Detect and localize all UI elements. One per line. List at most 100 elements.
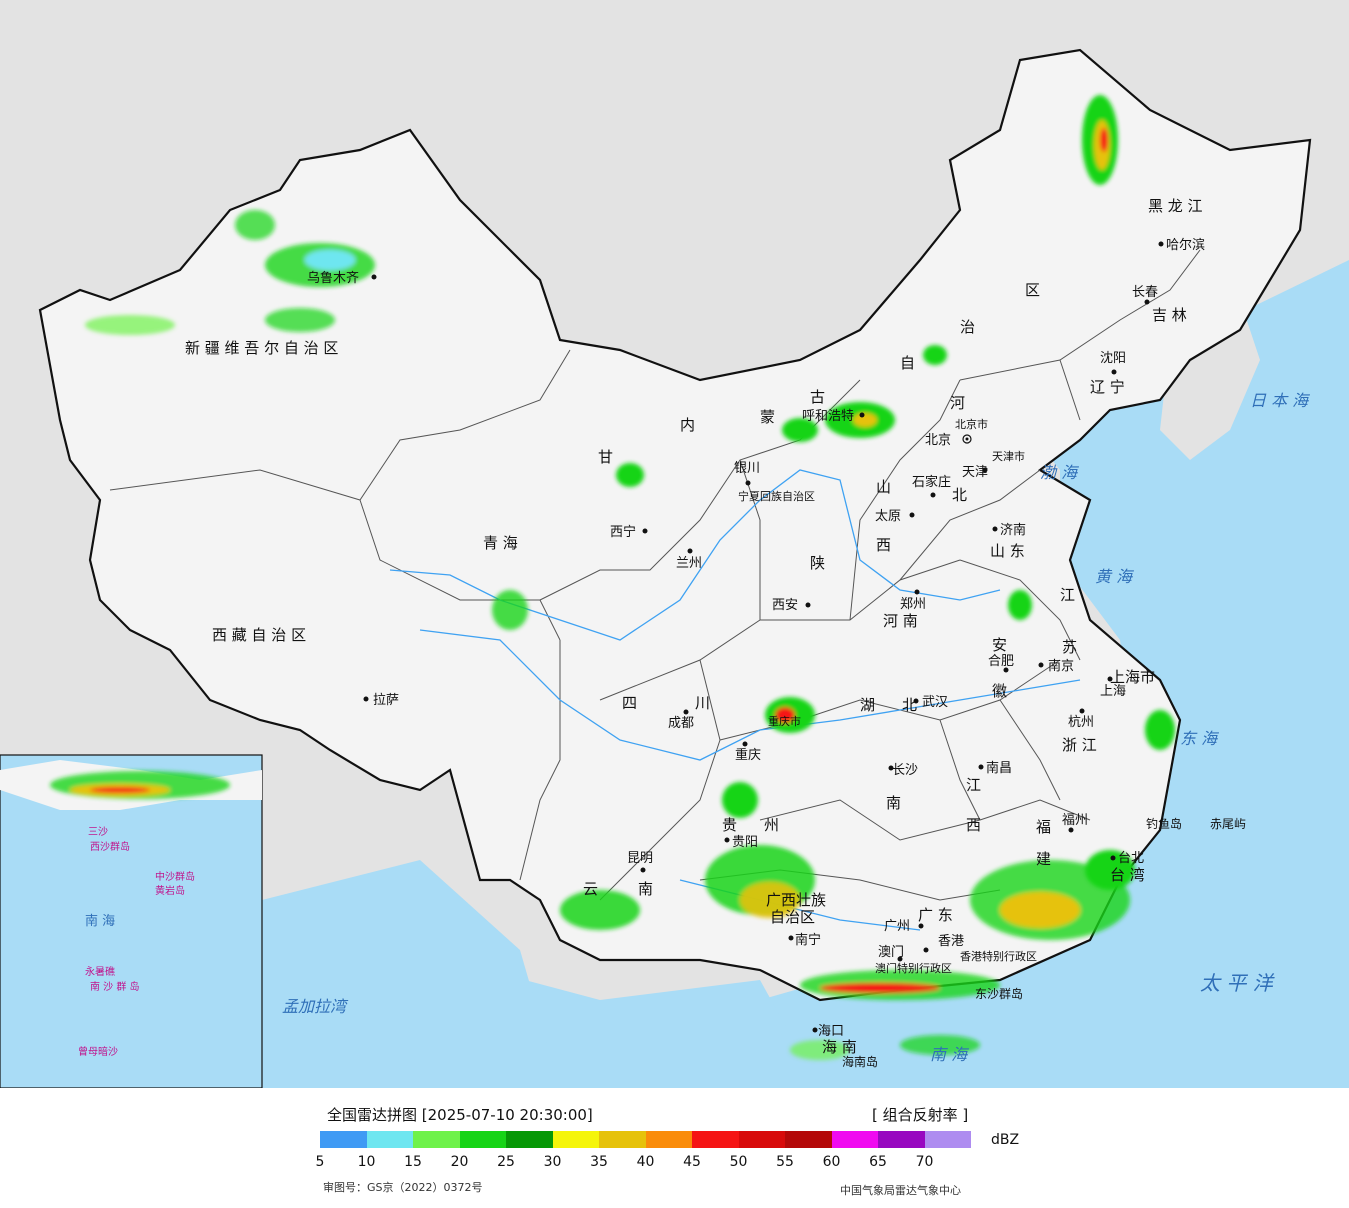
city-shijiazhuang: 石家庄 — [912, 474, 951, 490]
region-gansu-gan: 甘 — [598, 448, 613, 466]
region-chongqing: 重庆市 — [768, 714, 801, 728]
region-guangxi-2: 自治区 — [770, 908, 815, 926]
legend-tick-label: 60 — [822, 1154, 841, 1170]
sea-bengal: 孟加拉湾 — [282, 997, 349, 1016]
island-dongsha: 东沙群岛 — [975, 986, 1023, 1001]
region-jiangxi-xi: 西 — [966, 816, 981, 834]
city-taiyuan: 太原 — [875, 509, 901, 524]
unit-label: dBZ — [991, 1132, 1020, 1148]
region-yunnan-yun: 云 — [583, 880, 598, 898]
island-labels: 钓鱼岛 赤尾屿 海南岛 东沙群岛 — [842, 816, 1246, 1069]
city-zhengzhou: 郑州 — [900, 597, 926, 612]
region-shandong: 山 东 — [990, 542, 1025, 560]
region-yunnan-nan: 南 — [638, 880, 653, 898]
legend-panel: 全国雷达拼图 [2025-07-10 20:30:00] [ 组合反射率 ] d… — [0, 1088, 1349, 1208]
region-hubei-bei: 北 — [902, 696, 917, 714]
region-shanghai: 上海市 — [1110, 668, 1155, 686]
region-sichuan-chuan: 川 — [695, 694, 710, 712]
city-nanchang: 南昌 — [986, 760, 1012, 776]
legend-tick-label: 10 — [357, 1154, 376, 1170]
legend-swatch — [459, 1131, 506, 1148]
region-neimeng-2: 蒙 — [760, 408, 775, 426]
legend-tick-label: 30 — [543, 1154, 562, 1170]
legend-swatch — [413, 1131, 460, 1148]
region-macau: 澳门特别行政区 — [875, 961, 952, 975]
inset-huangyan: 黄岩岛 — [155, 884, 185, 897]
south-china-sea-inset — [0, 754, 263, 1088]
region-shanxi-xi: 西 — [876, 536, 891, 554]
city-beijing: 北京 — [925, 433, 951, 448]
region-jilin: 吉 林 — [1152, 306, 1187, 324]
region-tibet: 西 藏 自 治 区 — [212, 626, 306, 644]
legend-tick-label: 55 — [776, 1154, 794, 1170]
region-qinghai: 青 海 — [483, 534, 518, 552]
region-jiangsu-jiang: 江 — [1060, 586, 1075, 604]
region-guizhou-zhou: 州 — [764, 816, 779, 834]
sea-east: 东 海 — [1180, 729, 1219, 748]
legend-swatch — [366, 1131, 413, 1148]
region-neimeng-3: 古 — [810, 388, 825, 406]
radar-map: 新 疆 维 吾 尔 自 治 区 西 藏 自 治 区 青 海 甘 内 蒙 古 自 … — [0, 0, 1349, 1089]
city-chengdu: 成都 — [668, 716, 694, 731]
region-neimeng-6: 区 — [1025, 281, 1040, 299]
ocean-east — [700, 260, 1349, 1088]
region-guizhou-gui: 贵 — [722, 816, 737, 834]
island-chiwei: 赤尾屿 — [1210, 817, 1246, 831]
legend-tick-label: 25 — [497, 1154, 515, 1170]
region-neimeng-1: 内 — [680, 416, 695, 434]
region-heilongjiang: 黑 龙 江 — [1148, 197, 1203, 215]
region-fujian-fu: 福 — [1036, 818, 1051, 836]
legend-swatch — [506, 1131, 553, 1148]
city-guiyang: 贵阳 — [732, 835, 758, 850]
city-hangzhou: 杭州 — [1068, 715, 1094, 730]
region-zhejiang: 浙 江 — [1062, 736, 1097, 754]
legend-tick-label: 50 — [729, 1154, 748, 1170]
region-labels: 新 疆 维 吾 尔 自 治 区 西 藏 自 治 区 青 海 甘 内 蒙 古 自 … — [185, 197, 1203, 1056]
city-changchun: 长春 — [1132, 285, 1158, 300]
sea-bohai: 渤 海 — [1040, 463, 1079, 482]
map-title: 全国雷达拼图 [2025-07-10 20:30:00] — [327, 1106, 593, 1124]
inset-xisha: 西沙群岛 — [90, 840, 130, 853]
region-jiangxi-jiang: 江 — [966, 776, 981, 794]
city-urumqi: 乌鲁木齐 — [307, 270, 359, 286]
city-taibei: 台北 — [1118, 851, 1144, 866]
sea-yellow: 黄 海 — [1095, 567, 1134, 586]
legend-swatch — [785, 1131, 832, 1148]
legend-tick-label: 65 — [869, 1154, 887, 1170]
legend-swatch — [738, 1131, 785, 1148]
region-anhui-an: 安 — [992, 636, 1007, 654]
special-region-labels: 宁夏回族自治区 重庆市 上海市 北京市 天津市 香港特别行政区 澳门特别行政区 — [738, 417, 1155, 975]
city-guangzhou: 广州 — [884, 919, 910, 934]
city-shenyang: 沈阳 — [1100, 351, 1126, 366]
region-tianjin: 天津市 — [992, 449, 1025, 463]
region-neimeng-5: 治 — [960, 318, 975, 336]
region-guangxi-1: 广西壮族 — [766, 891, 826, 909]
inset-yongshu: 永暑礁 — [85, 965, 115, 978]
sea-labels: 日 本 海 渤 海 黄 海 东 海 太 平 洋 南 海 孟加拉湾 — [282, 391, 1310, 1064]
city-fuzhou: 福州 — [1062, 813, 1088, 828]
inset-zengmu: 曾母暗沙 — [78, 1045, 118, 1058]
sea-south: 南 海 — [930, 1045, 969, 1064]
region-guangdong: 广 东 — [918, 906, 953, 924]
legend-tick-label: 5 — [315, 1154, 325, 1170]
region-sichuan-si: 四 — [622, 694, 637, 712]
inset-labels: 南 海 中沙群岛 黄岩岛 永暑礁 南 沙 群 岛 西沙群岛 曾母暗沙 三沙 — [78, 826, 195, 1058]
city-nanjing: 南京 — [1048, 658, 1074, 674]
region-taiwan: 台 湾 — [1110, 866, 1145, 884]
city-changsha: 长沙 — [892, 763, 918, 778]
map-canvas: 新 疆 维 吾 尔 自 治 区 西 藏 自 治 区 青 海 甘 内 蒙 古 自 … — [0, 48, 1349, 1088]
approval-number: 审图号：GS京（2022）0372号 — [323, 1181, 483, 1194]
city-shanghai: 上海 — [1100, 684, 1126, 699]
city-macau: 澳门 — [878, 944, 904, 960]
city-hefei: 合肥 — [988, 654, 1014, 669]
legend-swatch — [645, 1131, 692, 1148]
region-henan: 河 南 — [883, 612, 918, 630]
inset-zhongsha: 中沙群岛 — [155, 870, 195, 883]
region-shaanxi: 陕 — [810, 554, 825, 572]
sea-japan: 日 本 海 — [1250, 391, 1310, 410]
legend-swatch — [924, 1131, 971, 1148]
city-huhehaote: 呼和浩特 — [802, 409, 854, 424]
city-jinan: 济南 — [1000, 522, 1026, 538]
legend-tick-label: 20 — [450, 1154, 469, 1170]
region-hunan-nan: 南 — [886, 794, 901, 812]
